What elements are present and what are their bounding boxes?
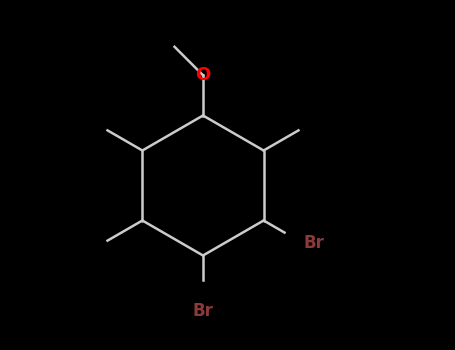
Text: Br: Br [304, 234, 324, 252]
Text: Br: Br [192, 302, 213, 320]
Text: O: O [195, 66, 211, 84]
